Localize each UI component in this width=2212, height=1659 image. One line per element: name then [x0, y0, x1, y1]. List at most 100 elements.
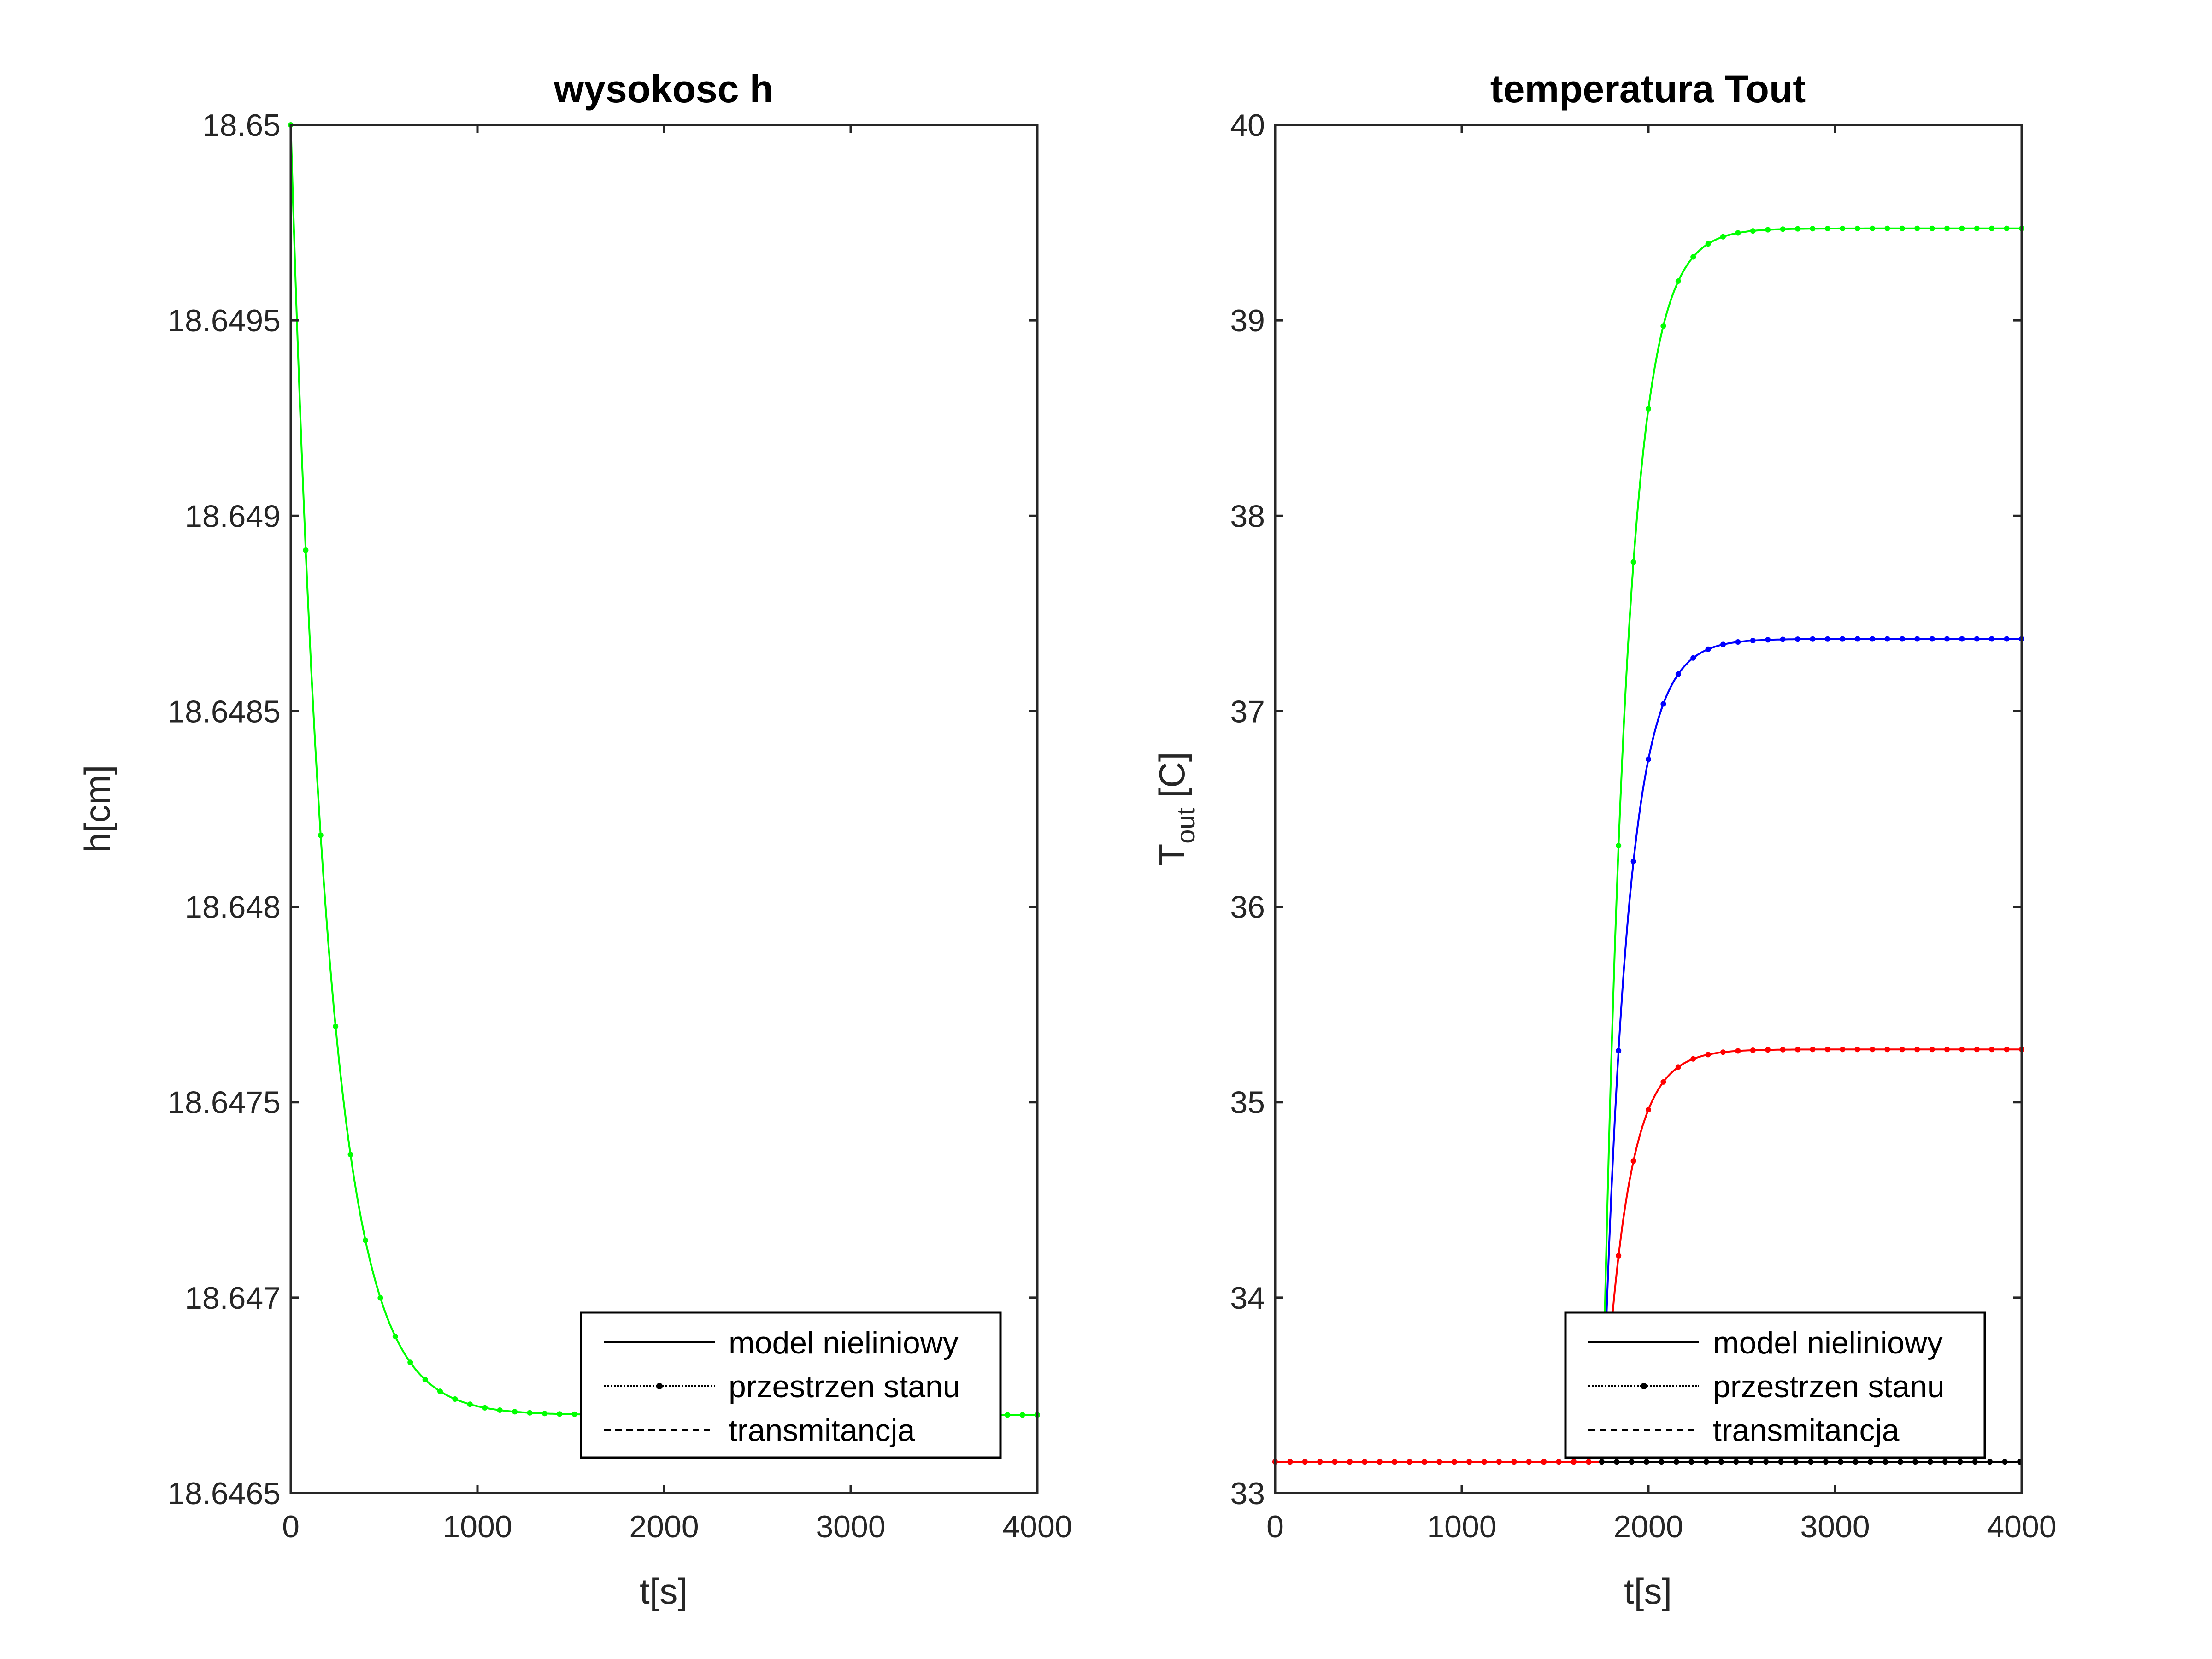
x-tick-label: 4000: [1002, 1509, 1072, 1544]
series-point-2: [1795, 1047, 1800, 1053]
series-point-1: [1899, 636, 1905, 642]
series-point-1: [1675, 671, 1681, 677]
legend-label: transmitancja: [1713, 1413, 1900, 1448]
series-point-3: [1912, 1459, 1918, 1465]
series-point-3: [1853, 1459, 1859, 1465]
series-point-1: [1944, 636, 1950, 642]
series-point-2: [1690, 1056, 1696, 1062]
series-point-2: [1392, 1459, 1398, 1465]
series-point-2: [1406, 1459, 1412, 1465]
series-point-2: [1347, 1459, 1353, 1465]
series-point-1: [1929, 636, 1935, 642]
series-point-2: [1959, 1047, 1965, 1053]
series-point-2: [1630, 1158, 1636, 1164]
series-point-0: [318, 832, 324, 838]
series-point-0: [1646, 406, 1651, 412]
y-tick-label: 37: [1230, 694, 1265, 729]
series-point-0: [377, 1295, 383, 1301]
series-point-3: [1688, 1459, 1694, 1465]
series-point-2: [1974, 1047, 1980, 1053]
series-point-1: [1660, 701, 1666, 707]
series-point-0: [1989, 225, 1995, 231]
series-point-1: [1989, 636, 1995, 642]
series-point-2: [1870, 1047, 1875, 1053]
series-point-1: [1630, 859, 1636, 865]
series-point-1: [1854, 636, 1860, 642]
series-point-2: [1377, 1459, 1382, 1465]
series-point-3: [1763, 1459, 1769, 1465]
y-tick-label: 18.6465: [167, 1476, 281, 1511]
series-point-1: [1690, 655, 1696, 661]
series-point-2: [1944, 1047, 1950, 1053]
series-point-2: [1616, 1253, 1622, 1259]
series-point-1: [1795, 636, 1800, 642]
series-point-0: [1914, 225, 1920, 231]
ylabel-subscript: out: [1171, 807, 1200, 843]
ylabel-unit: [C]: [1152, 752, 1192, 808]
y-tick-label: 33: [1230, 1476, 1265, 1511]
series-point-0: [1795, 226, 1800, 232]
series-point-0: [1690, 254, 1696, 260]
series-point-2: [1571, 1459, 1577, 1465]
plot-temperature-series: [1272, 225, 2024, 1465]
series-point-3: [1673, 1459, 1679, 1465]
series-point-0: [467, 1401, 473, 1407]
series-point-1: [1870, 636, 1875, 642]
x-tick-label: 2000: [1613, 1509, 1683, 1544]
series-line-0: [1275, 227, 2022, 1463]
series-point-2: [1899, 1047, 1905, 1053]
series-point-0: [1944, 225, 1950, 231]
series-point-1: [1735, 639, 1741, 645]
series-point-2: [1929, 1047, 1935, 1053]
plot-height-title: wysokosc h: [553, 67, 773, 111]
series-point-2: [1586, 1459, 1592, 1465]
series-point-0: [1705, 241, 1711, 247]
series-point-1: [1884, 636, 1890, 642]
series-point-0: [1005, 1412, 1011, 1418]
series-point-3: [2002, 1459, 2008, 1465]
series-point-0: [1974, 225, 1980, 231]
series-point-0: [557, 1411, 563, 1417]
series-point-0: [347, 1152, 353, 1158]
series-point-0: [1735, 230, 1741, 236]
series-point-3: [1867, 1459, 1873, 1465]
series-point-3: [1733, 1459, 1739, 1465]
y-tick-label: 40: [1230, 108, 1265, 143]
series-point-2: [1481, 1459, 1487, 1465]
legend-label: przestrzen stanu: [729, 1369, 960, 1404]
series-point-1: [1810, 636, 1816, 642]
x-tick-label: 4000: [1987, 1509, 2056, 1544]
x-tick-label: 3000: [816, 1509, 885, 1544]
series-point-3: [1793, 1459, 1799, 1465]
series-point-2: [1511, 1459, 1517, 1465]
series-point-0: [1899, 225, 1905, 231]
series-point-0: [1959, 225, 1965, 231]
series-point-1: [1765, 637, 1771, 643]
series-point-0: [392, 1334, 398, 1340]
series-point-3: [1838, 1459, 1844, 1465]
y-tick-label: 34: [1230, 1281, 1265, 1316]
legend-marker: [656, 1383, 663, 1389]
series-line-2: [1275, 1048, 2022, 1463]
series-point-1: [1616, 1048, 1622, 1054]
series-point-0: [437, 1388, 443, 1394]
series-point-1: [2004, 636, 2010, 642]
series-point-0: [333, 1024, 339, 1030]
series-point-2: [1556, 1459, 1562, 1465]
series-point-1: [1824, 636, 1830, 642]
series-point-3: [1927, 1459, 1933, 1465]
y-tick-label: 18.65: [202, 108, 281, 143]
series-point-2: [1884, 1047, 1890, 1053]
x-tick-label: 1000: [1427, 1509, 1496, 1544]
plot-height-legend: model nieliniowy przestrzen stanu transmit…: [580, 1311, 1002, 1459]
plot-temperature-title: temperatura Tout: [1490, 67, 1806, 111]
series-point-3: [1659, 1459, 1665, 1465]
series-point-2: [1750, 1047, 1756, 1053]
series-point-2: [1810, 1047, 1816, 1053]
series-point-2: [1914, 1047, 1920, 1053]
series-point-1: [1974, 636, 1980, 642]
legend-marker: [1641, 1383, 1647, 1389]
series-point-3: [1972, 1459, 1978, 1465]
series-point-0: [1019, 1412, 1025, 1418]
series-point-3: [1897, 1459, 1903, 1465]
